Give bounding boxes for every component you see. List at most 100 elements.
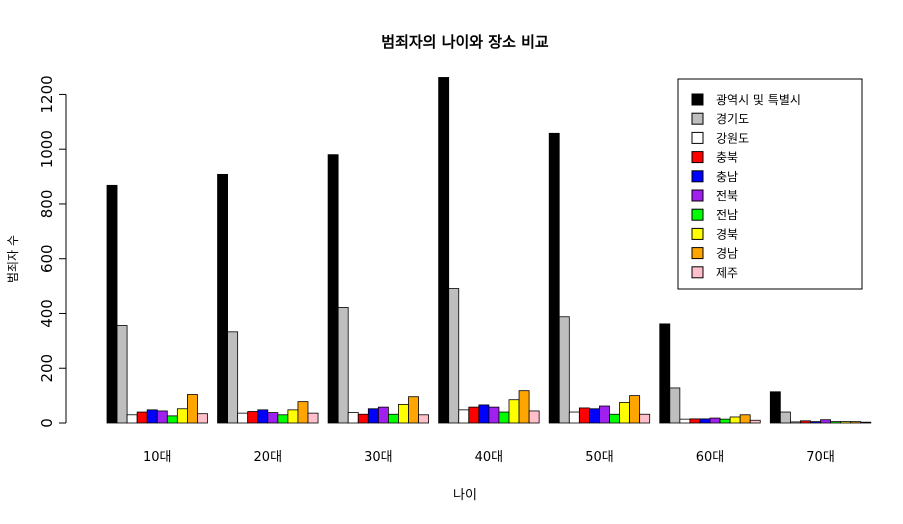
bar: [146, 409, 158, 424]
x-tick-label: 30대: [364, 450, 393, 465]
x-axis-label: 나이: [453, 488, 477, 503]
x-tick-label: 50대: [585, 450, 614, 465]
x-tick-label: 20대: [254, 450, 283, 465]
bar-group: [548, 132, 651, 424]
bar-group: [659, 323, 761, 424]
legend-label: 경북: [716, 227, 738, 241]
bar: [830, 421, 842, 424]
bar: [699, 418, 711, 424]
legend-swatch: [691, 266, 704, 279]
bar: [307, 412, 319, 424]
x-tick-label: 40대: [475, 450, 504, 465]
bar: [800, 420, 811, 424]
bar: [186, 394, 198, 424]
bar: [337, 307, 349, 424]
bar: [850, 421, 862, 424]
bar: [820, 419, 831, 424]
bar: [458, 409, 470, 424]
bar: [357, 413, 369, 424]
legend-label: 제주: [716, 266, 738, 280]
bar: [367, 408, 379, 424]
bar: [488, 406, 500, 424]
bar: [589, 408, 600, 424]
bar: [689, 418, 701, 424]
bar: [116, 325, 128, 424]
bar: [267, 412, 279, 424]
y-tick-label: 600: [38, 244, 56, 273]
x-tick-labels: 10대 20대 30대 40대 50대 60대 70대: [143, 450, 835, 465]
x-tick-label: 10대: [143, 450, 172, 465]
bar: [156, 410, 168, 424]
legend-swatch: [691, 131, 704, 144]
bar: [709, 417, 721, 424]
bar: [126, 414, 138, 424]
bar: [498, 411, 510, 424]
bar: [227, 331, 239, 424]
bar: [418, 414, 429, 424]
legend-label: 경기도: [716, 112, 749, 126]
legend-label: 강원도: [716, 131, 749, 145]
bar: [619, 402, 630, 424]
legend-label: 경남: [716, 247, 738, 261]
legend-label: 전남: [716, 208, 738, 222]
x-tick-label: 70대: [806, 450, 835, 465]
legend-label: 광역시 및 특별시: [716, 93, 801, 107]
bar: [106, 184, 118, 424]
y-tick-label: 400: [38, 299, 56, 328]
bar: [609, 413, 620, 424]
bar: [176, 408, 188, 424]
x-tick-label: 60대: [696, 450, 725, 465]
bar-group: [438, 77, 540, 424]
legend-swatch: [691, 189, 704, 202]
bar: [478, 404, 490, 424]
bar: [659, 323, 671, 424]
bar: [247, 411, 259, 424]
bar: [508, 399, 520, 424]
bar: [629, 395, 641, 424]
bar: [518, 390, 530, 424]
bar: [528, 410, 540, 424]
bar: [639, 413, 651, 424]
bar: [398, 403, 409, 424]
legend-swatch: [691, 247, 704, 260]
bar: [438, 77, 450, 424]
bar: [599, 405, 610, 424]
bar: [277, 414, 289, 424]
bar: [297, 401, 309, 424]
legend-swatch: [691, 170, 704, 183]
legend-swatch: [691, 112, 704, 125]
bar-group: [769, 391, 872, 424]
bar: [558, 316, 570, 424]
bar: [166, 415, 178, 424]
bar-group: [217, 173, 319, 424]
bar: [729, 416, 741, 424]
bar: [136, 411, 148, 424]
bar: [327, 154, 339, 424]
legend-box: [677, 78, 863, 290]
legend-swatch: [691, 93, 704, 106]
chart-title: 범죄자의 나이와 장소 비교: [381, 33, 549, 51]
legend-swatch: [691, 151, 704, 164]
bar: [779, 411, 791, 424]
bar: [468, 406, 480, 424]
bar: [237, 412, 249, 424]
y-axis-label: 범죄자 수: [6, 235, 20, 283]
bar: [719, 418, 731, 424]
y-tick-label: 200: [38, 354, 56, 383]
legend-swatch: [691, 227, 704, 240]
bar: [408, 396, 419, 424]
bar: [197, 413, 208, 424]
bar: [387, 413, 399, 424]
bar-groups: [106, 77, 872, 424]
bar: [568, 411, 580, 424]
bar-group: [327, 154, 429, 424]
y-tick-label: 800: [38, 190, 56, 219]
y-tick-label: 1000: [38, 130, 56, 168]
y-axis: 0 200 400 600 800 1000 1200: [38, 75, 67, 428]
bar: [377, 406, 389, 424]
bar: [840, 421, 852, 424]
y-tick-label: 0: [38, 418, 56, 428]
bar: [257, 409, 269, 424]
legend-label: 전북: [716, 189, 738, 203]
